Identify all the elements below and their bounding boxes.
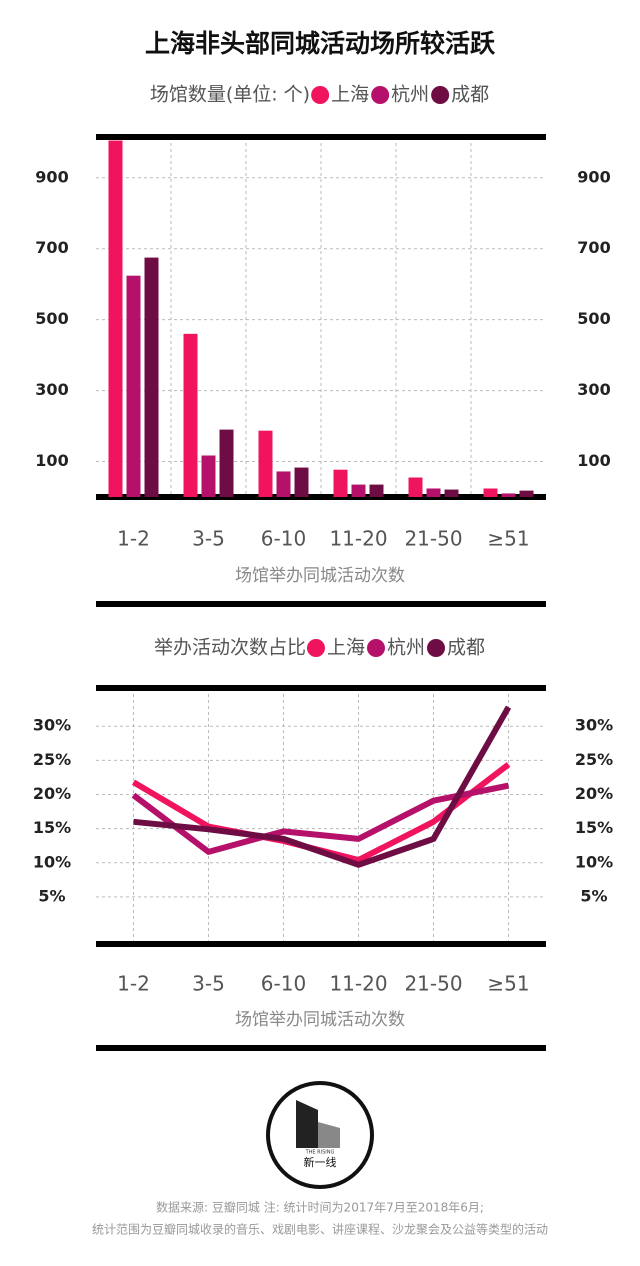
legend-label: 成都: [447, 637, 485, 659]
legend-label: 上海: [331, 84, 369, 106]
logo-shape: [318, 1122, 340, 1148]
legend-label: 成都: [451, 84, 489, 106]
logo-ring: [266, 1081, 374, 1189]
source: 数据来源: 豆瓣同城 注: 统计时间为2017年7月至2018年6月;: [156, 1200, 484, 1215]
legend-label: 杭州: [387, 637, 425, 659]
x-axis-label: 场馆举办同城活动次数: [235, 1010, 405, 1030]
logo-tag: THE RISING: [305, 1150, 335, 1156]
subtitle: 举办活动次数占比: [154, 637, 306, 659]
bar: [276, 471, 291, 497]
x-tick-label: 1-2: [117, 972, 150, 996]
y-tick-label: 500: [35, 309, 68, 328]
y-tick-label: 15%: [575, 818, 613, 837]
x-tick-label: 3-5: [192, 527, 225, 551]
line: [131, 782, 510, 855]
bar: [426, 488, 441, 497]
x-tick-label: 21-50: [404, 972, 462, 996]
x-tick-label: ≥51: [487, 972, 529, 996]
y-tick-label: 300: [35, 380, 68, 399]
y-tick-label: 15%: [33, 818, 71, 837]
x-tick-label: 6-10: [261, 527, 306, 551]
bar: [126, 275, 141, 497]
y-tick-label: 25%: [33, 750, 71, 769]
line: [131, 762, 511, 864]
x-tick-label: 1-2: [117, 527, 150, 551]
x-tick-label: 11-20: [329, 972, 387, 996]
y-tick-label: 30%: [33, 716, 71, 735]
source: 统计范围为豆瓣同城收录的音乐、戏剧电影、讲座课程、沙龙聚会及公益等类型的活动: [92, 1222, 548, 1237]
y-tick-label: 10%: [575, 852, 613, 871]
bar: [294, 467, 309, 497]
legend-swatch: [431, 86, 450, 104]
y-tick-label: 900: [577, 167, 610, 186]
bar: [351, 484, 366, 497]
bar: [258, 430, 273, 497]
bar: [369, 484, 384, 497]
y-tick-label: 100: [577, 451, 610, 470]
legend-swatch: [311, 86, 330, 104]
legend-swatch: [306, 639, 325, 657]
bar: [219, 429, 234, 497]
y-tick-label: 5%: [580, 886, 607, 905]
y-tick-label: 5%: [38, 886, 65, 905]
subtitle: 场馆数量(单位: 个): [150, 84, 310, 106]
y-tick-label: 20%: [575, 784, 613, 803]
line: [133, 705, 512, 868]
y-tick-label: 20%: [33, 784, 71, 803]
legend-label: 杭州: [391, 84, 429, 106]
legend-swatch: [427, 639, 446, 657]
logo-shape: [296, 1100, 318, 1148]
y-tick-label: 700: [577, 238, 610, 257]
bar: [501, 493, 516, 497]
x-tick-label: 3-5: [192, 972, 225, 996]
y-tick-label: 700: [35, 238, 68, 257]
y-tick-label: 300: [577, 380, 610, 399]
bar: [333, 469, 348, 497]
title: 上海非头部同城活动场所较活跃: [145, 29, 496, 58]
legend-label: 上海: [327, 637, 365, 659]
bar: [483, 488, 498, 497]
legend-swatch: [371, 86, 390, 104]
y-tick-label: 900: [35, 167, 68, 186]
y-tick-label: 10%: [33, 852, 71, 871]
bar: [108, 140, 123, 497]
bar: [444, 489, 459, 497]
bar: [519, 490, 534, 497]
x-tick-label: 6-10: [261, 972, 306, 996]
x-axis-label: 场馆举办同城活动次数: [235, 566, 405, 586]
x-tick-label: ≥51: [487, 527, 529, 551]
y-tick-label: 25%: [575, 750, 613, 769]
y-tick-label: 500: [577, 309, 610, 328]
x-tick-label: 11-20: [329, 527, 387, 551]
bar: [144, 257, 159, 497]
x-tick-label: 21-50: [404, 527, 462, 551]
bar: [408, 477, 423, 497]
bar: [183, 333, 198, 497]
bar: [201, 455, 216, 497]
logo-text: 新一线: [304, 1155, 337, 1169]
y-tick-label: 30%: [575, 716, 613, 735]
y-tick-label: 100: [35, 451, 68, 470]
legend-swatch: [367, 639, 385, 657]
